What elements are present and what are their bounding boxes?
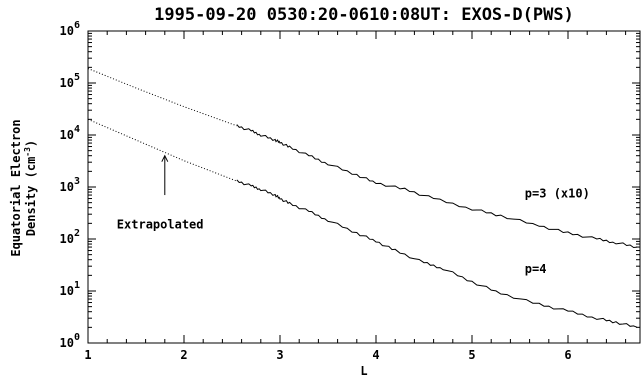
y-tick-exponent: 6	[74, 20, 80, 31]
y-axis-label-line2: Density (cm-3)	[23, 140, 38, 236]
chart-title: 1995-09-20 0530:20-0610:08UT: EXOS-D(PWS…	[154, 5, 574, 25]
annotation-label: p=4	[525, 262, 547, 276]
annotation-label: Extrapolated	[117, 217, 204, 231]
y-tick-label: 100	[60, 332, 80, 350]
series-measured-line	[236, 179, 638, 328]
y-tick-exponent: 4	[74, 124, 80, 135]
y-tick-label: 105	[60, 72, 80, 90]
series-extrapolated-line	[87, 118, 237, 182]
series-measured-line	[236, 124, 638, 249]
x-tick-label: 3	[276, 348, 283, 362]
y-tick-exponent: 5	[74, 72, 80, 83]
y-tick-label: 102	[60, 228, 80, 246]
y-tick-exponent: 1	[74, 280, 80, 291]
y-tick-label: 101	[60, 280, 80, 298]
annotation-layer: p=3 (x10) p=4 Extrapolated	[117, 154, 590, 276]
annotation-arrow-head	[161, 154, 169, 162]
x-axis-label: L	[360, 364, 367, 378]
x-tick-label: 6	[564, 348, 571, 362]
y-axis-label-unit-exp: -3	[23, 147, 32, 157]
y-tick-label: 103	[60, 176, 80, 194]
x-tick-label: 1	[84, 348, 91, 362]
x-tick-label: 2	[180, 348, 187, 362]
series-layer	[87, 68, 638, 328]
y-axis-label: Equatorial Electron Density (cm-3)	[9, 119, 38, 256]
y-tick-exponent: 2	[74, 228, 80, 239]
y-tick-exponent: 0	[74, 332, 80, 343]
y-axis-label-line1: Equatorial Electron	[9, 119, 23, 256]
y-axis-label-text: Density (cm	[24, 157, 38, 236]
x-tick-label: 4	[372, 348, 379, 362]
annotation-label: p=3 (x10)	[525, 186, 590, 200]
y-tick-label: 104	[60, 124, 80, 142]
y-tick-label: 106	[60, 20, 80, 38]
y-axis-label-close: )	[24, 140, 38, 147]
ticks	[87, 30, 640, 344]
x-tick-label: 5	[468, 348, 475, 362]
y-tick-exponent: 3	[74, 176, 80, 187]
series-extrapolated-line	[87, 68, 237, 127]
